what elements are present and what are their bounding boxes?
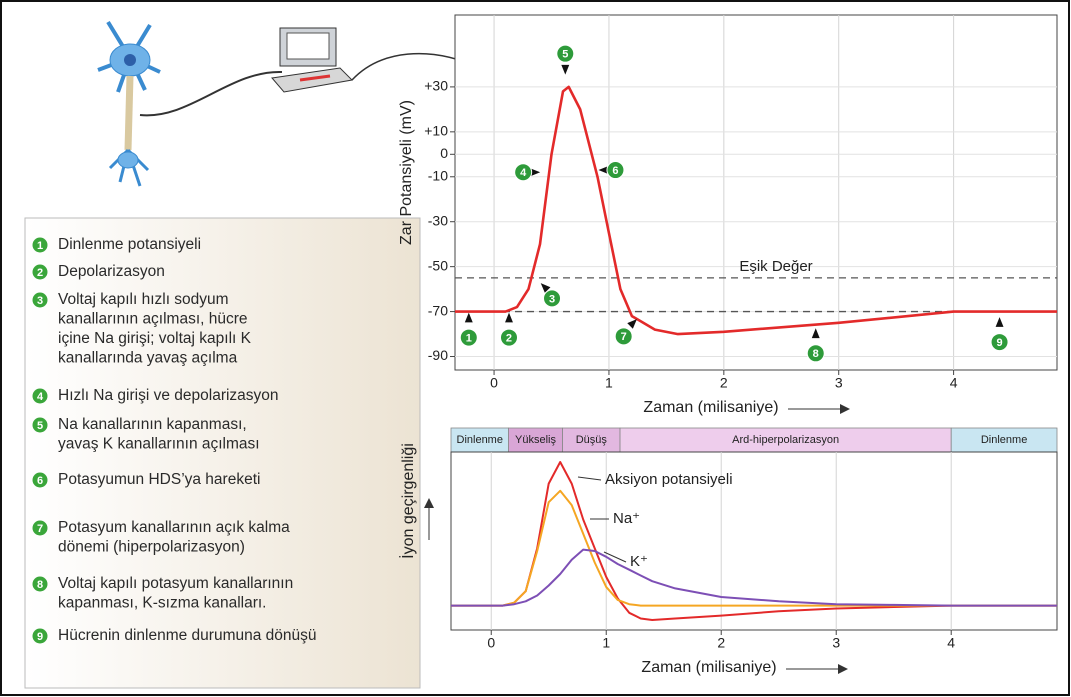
phase-label: Yükseliş (515, 434, 556, 446)
x-tick-label: 2 (720, 375, 728, 391)
legend-text: Hücrenin dinlenme durumuna dönüşü (58, 627, 317, 644)
reference-label: Eşik Değer (739, 258, 812, 275)
x-tick-label: 4 (950, 375, 958, 391)
legend-text: yavaş K kanallarının açılması (58, 436, 260, 453)
x-axis-title: Zaman (milisaniye) (641, 659, 776, 676)
chart-membrane-potential: 0 1 2 3 4 +30 +10 0 -10 -30 -50 -70 -90 Zaman (milisa… (398, 15, 1057, 416)
legend-text: Potasyum kanallarının açık kalma (58, 519, 290, 536)
legend-text: Dinlenme potansiyeli (58, 236, 201, 253)
marker-number: 8 (813, 348, 819, 360)
y-tick-label: -90 (428, 347, 448, 363)
marker-number: 9 (996, 337, 1002, 349)
marker-number: 2 (506, 332, 512, 344)
marker-number: 4 (520, 167, 527, 179)
legend-number: 5 (37, 420, 43, 432)
marker-number: 7 (621, 331, 627, 343)
x-tick-label: 1 (602, 635, 610, 651)
legend-text: kapanması, K-sızma kanalları. (58, 595, 266, 612)
legend-number: 6 (37, 475, 43, 487)
legend-number: 9 (37, 631, 43, 643)
x-tick-label: 0 (487, 635, 495, 651)
series-label: Aksiyon potansiyeli (605, 471, 733, 488)
legend-text: Hızlı Na girişi ve depolarizasyon (58, 387, 279, 404)
legend-number: 3 (37, 295, 43, 307)
legend-text: Voltaj kapılı hızlı sodyum (58, 291, 229, 308)
phase-label: Dinlenme (981, 434, 1027, 446)
figure: 1 Dinlenme potansiyeli 2 Depolarizasyon 3 Vol… (0, 0, 1071, 697)
x-axis-title: Zaman (milisaniye) (643, 399, 778, 416)
phase-label: Dinlenme (457, 434, 503, 446)
marker-number: 3 (549, 293, 555, 305)
marker-number: 5 (562, 49, 568, 61)
legend-text: dönemi (hiperpolarizasyon) (58, 539, 245, 556)
plot-area (455, 15, 1057, 370)
plot-area (451, 452, 1057, 630)
marker-number: 1 (466, 332, 472, 344)
y-tick-label: 0 (440, 145, 448, 161)
y-tick-label: +10 (424, 123, 448, 139)
x-tick-label: 0 (490, 375, 498, 391)
legend-text: Depolarizasyon (58, 263, 165, 280)
y-tick-label: +30 (424, 78, 448, 94)
marker-number: 6 (612, 165, 618, 177)
legend-panel (25, 218, 420, 688)
y-axis-title: Zar Potansiyeli (mV) (398, 100, 415, 245)
legend-number: 1 (37, 240, 43, 252)
y-tick-label: -70 (428, 302, 448, 318)
x-tick-label: 2 (717, 635, 725, 651)
phase-label: Düşüş (576, 434, 608, 446)
series-label: K⁺ (630, 553, 648, 570)
legend-text: içine Na girişi; voltaj kapılı K (58, 330, 252, 347)
legend-number: 7 (37, 523, 43, 535)
legend-number: 2 (37, 267, 43, 279)
legend-text: Voltaj kapılı potasyum kanallarının (58, 575, 293, 592)
phase-label: Ard-hiperpolarizasyon (732, 434, 839, 446)
x-tick-label: 1 (605, 375, 613, 391)
legend-number: 4 (37, 391, 44, 403)
y-tick-label: -10 (428, 167, 448, 183)
legend-text: Na kanallarının kapanması, (58, 416, 247, 433)
y-axis-title: İyon geçirgenliği (398, 443, 417, 559)
y-tick-label: -50 (428, 257, 448, 273)
x-tick-label: 3 (832, 635, 840, 651)
legend-text: kanallarında yavaş açılma (58, 350, 238, 367)
legend-number: 8 (37, 579, 43, 591)
legend-text: Potasyumun HDS’ya hareketi (58, 471, 260, 488)
x-tick-label: 4 (947, 635, 955, 651)
series-label: Na⁺ (613, 510, 640, 527)
y-tick-label: -30 (428, 212, 448, 228)
x-tick-label: 3 (835, 375, 843, 391)
legend-text: kanallarının açılması, hücre (58, 311, 248, 328)
